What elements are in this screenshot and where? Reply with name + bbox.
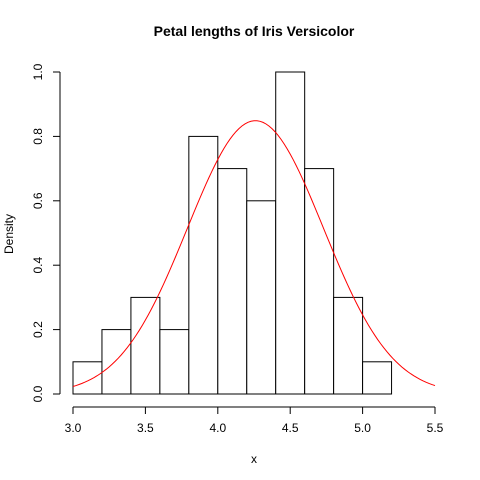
histogram-bar [130,296,161,395]
x-tick-label: 4.0 [209,421,226,435]
x-axis: 3.0 3.5 4.0 4.5 5.0 5.5 [65,406,444,435]
histogram-bar [275,71,306,395]
histogram-bar [159,329,190,395]
y-tick-label: 0.2 [31,321,45,338]
histogram-bar [246,200,277,395]
x-axis-label: x [251,452,257,466]
x-tick-label: 3.0 [65,421,82,435]
histogram-bars [72,71,393,395]
y-tick-label: 0.0 [31,385,45,402]
histogram-bar [304,168,335,395]
y-tick-label: 0.6 [31,192,45,209]
y-axis: 0.0 0.2 0.4 0.6 0.8 1.0 [31,63,61,402]
histogram-bar [101,329,132,395]
histogram-bar [333,296,364,395]
x-tick-label: 5.5 [427,421,444,435]
y-tick-label: 0.4 [31,257,45,274]
x-tick-label: 5.0 [354,421,371,435]
y-axis-label: Density [2,214,16,254]
chart-title: Petal lengths of Iris Versicolor [154,23,355,39]
x-tick-label: 3.5 [137,421,154,435]
x-tick-label: 4.5 [282,421,299,435]
y-tick-label: 1.0 [31,63,45,80]
y-tick-label: 0.8 [31,128,45,145]
histogram-bar [362,361,393,395]
histogram-bar [188,135,219,395]
density-curve [72,120,436,387]
histogram-bar [217,168,248,395]
histogram-bar [72,361,103,395]
